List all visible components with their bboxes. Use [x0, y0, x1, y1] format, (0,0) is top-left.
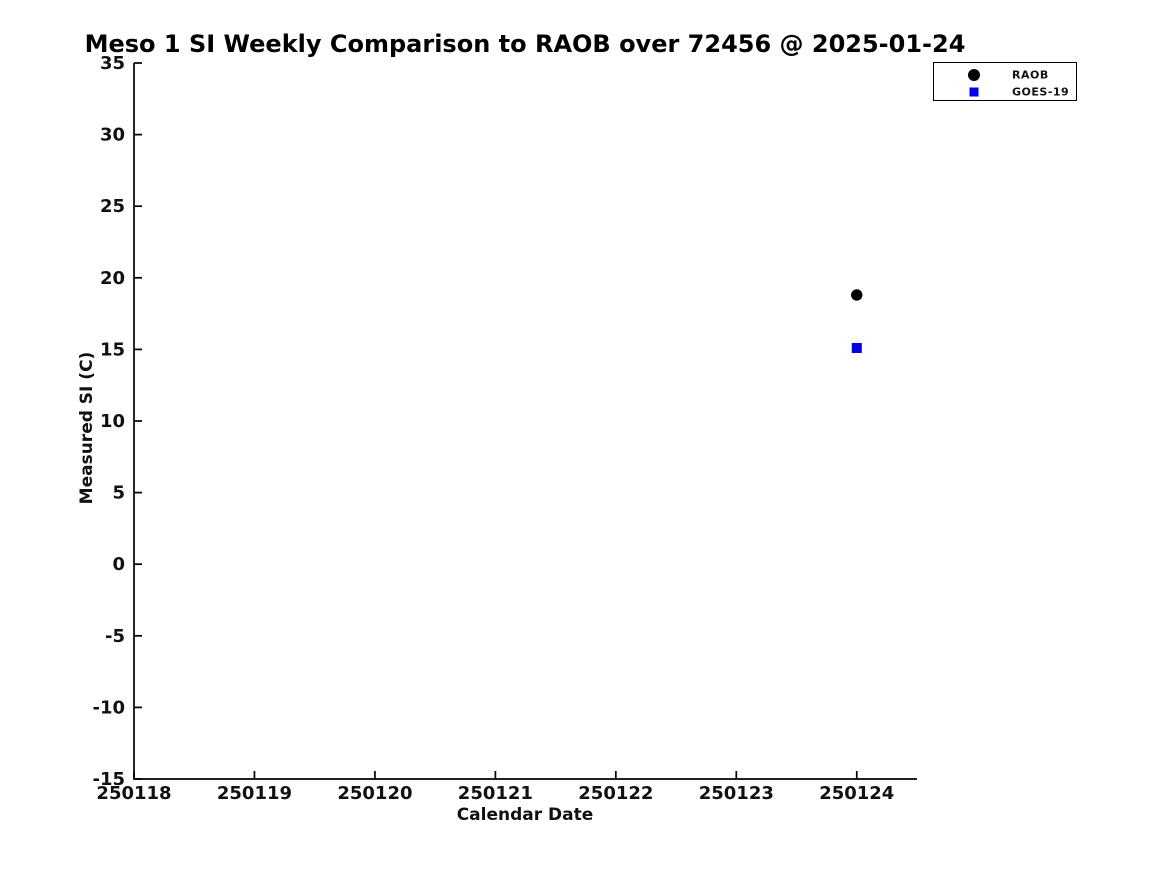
legend-item-raob: RAOB	[934, 66, 1076, 84]
y-tick-label: 15	[100, 339, 125, 360]
axis-spines	[133, 63, 917, 780]
legend: RAOB GOES-19	[933, 62, 1077, 101]
x-tick-label: 250120	[337, 783, 412, 804]
x-tick-label: 250119	[217, 783, 292, 804]
chart-title: Meso 1 SI Weekly Comparison to RAOB over…	[84, 30, 966, 58]
legend-label-goes19: GOES-19	[1012, 85, 1070, 99]
y-tick-label: -15	[92, 769, 125, 790]
legend-label-raob: RAOB	[1012, 68, 1049, 82]
y-tick-label: 10	[100, 411, 125, 432]
x-tick-label: 250121	[458, 783, 533, 804]
data-point-goes19	[851, 342, 862, 353]
x-tick-label: 250122	[578, 783, 653, 804]
x-tick-label: 250124	[819, 783, 894, 804]
x-axis-label: Calendar Date	[456, 805, 594, 825]
x-tick-label: 250118	[96, 783, 171, 804]
y-tick-label: 5	[112, 483, 125, 504]
y-tick-label: 35	[100, 53, 125, 74]
y-tick-label: 0	[112, 554, 125, 575]
goes19-square-marker-icon	[969, 87, 979, 97]
y-tick-label: -10	[92, 697, 125, 718]
y-tick-label: -5	[105, 626, 125, 647]
x-tick-label: 250123	[699, 783, 774, 804]
y-tick-label: 20	[100, 268, 125, 289]
y-tick-label: 30	[100, 125, 125, 146]
raob-circle-marker-icon	[968, 69, 980, 81]
legend-item-goes19: GOES-19	[934, 83, 1076, 101]
y-tick-label: 25	[100, 196, 125, 217]
data-point-raob	[851, 289, 863, 301]
